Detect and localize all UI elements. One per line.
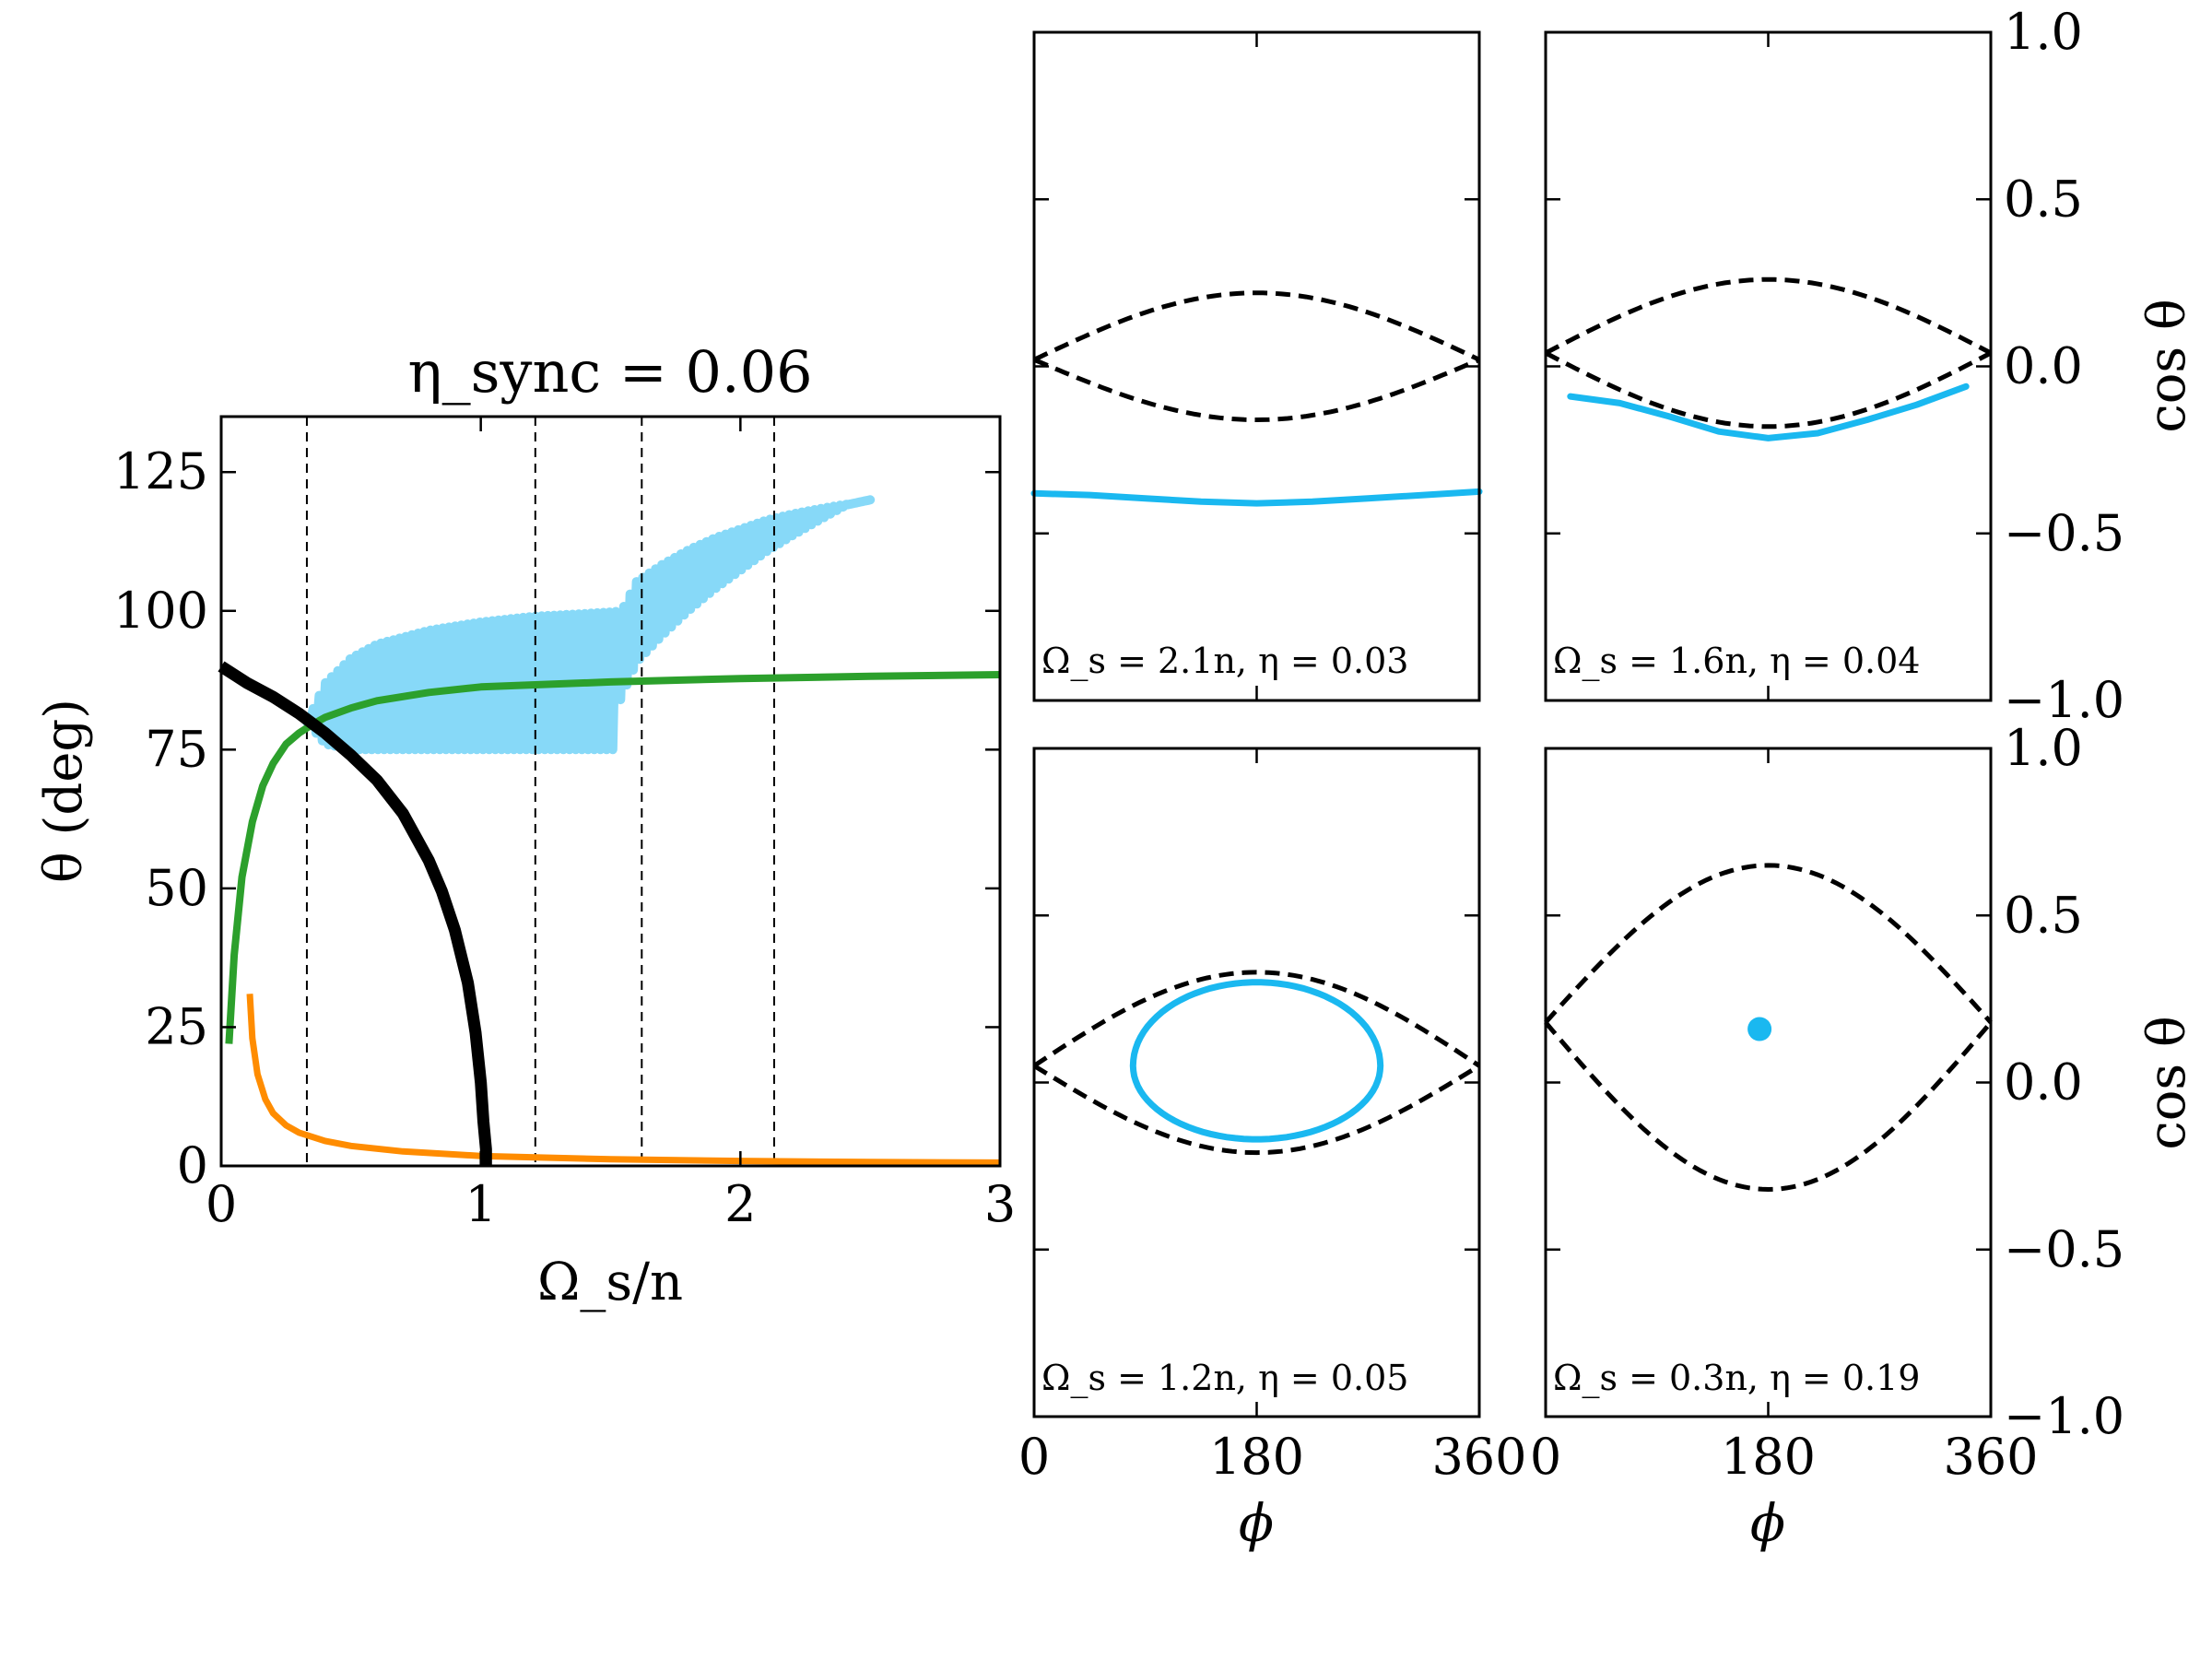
phase-ytick-label: −0.5: [2004, 504, 2124, 562]
main-xtick-label: 3: [984, 1175, 1016, 1233]
main-ytick-label: 25: [145, 997, 208, 1055]
main-ytick-label: 100: [113, 582, 208, 640]
trajectory-line: [1567, 382, 1970, 441]
main-xtick-label: 1: [465, 1175, 496, 1233]
separatrix-lower-line: [1033, 357, 1480, 423]
phase-ytick-label: 0.0: [2004, 1053, 2083, 1112]
phase-xtick-label: 180: [1209, 1428, 1304, 1486]
phase-ytick-label: 1.0: [2004, 3, 2083, 61]
main-ytick-label: 0: [177, 1136, 208, 1194]
main-xlabel: Ω_s/n: [537, 1253, 683, 1312]
phase-panel-4: 0 180 360−1.0 −0.5 0.0 0.5 1.0 Ω_s = 0.3n, η =…: [1530, 719, 2124, 1486]
phase-ytick-label: 0.0: [2004, 337, 2083, 395]
series-orange-line: [246, 994, 1001, 1166]
main-ytick-label: 50: [145, 859, 208, 917]
phase-ylabel-top: cos θ: [2137, 299, 2197, 432]
main-xtick-label: 0: [206, 1175, 237, 1233]
phase-xtick-label: 0: [1530, 1428, 1561, 1486]
trajectory-line: [1030, 488, 1483, 507]
phase-4-frame: [1544, 747, 1993, 1418]
trajectory-point: [1747, 1017, 1772, 1041]
phase-xtick-label: 360: [1943, 1428, 2038, 1486]
trajectory-loop: [1129, 979, 1384, 1143]
phase-2-annotation: Ω_s = 1.6n, η = 0.04: [1553, 641, 1920, 682]
phase-panel-2: −1.0 −0.5 0.0 0.5 1.0 Ω_s = 1.6n, η = 0.04: [1544, 3, 2124, 729]
phase-xlabel-right: ϕ: [1750, 1494, 1785, 1554]
phase-3-ticks: 0 180 360: [1018, 747, 1527, 1486]
main-plot-area: [218, 417, 1001, 1166]
main-frame: [219, 415, 1002, 1168]
phase-xtick-label: 0: [1018, 1428, 1050, 1486]
separatrix-lower-line: [1032, 1064, 1481, 1156]
phase-ytick-label: −0.5: [2004, 1220, 2124, 1278]
phase-4-ticks: 0 180 360−1.0 −0.5 0.0 0.5 1.0: [1530, 719, 2124, 1486]
main-ytick-label: 125: [113, 442, 208, 500]
main-title: η_sync = 0.06: [407, 338, 812, 406]
phase-ytick-label: 0.5: [2004, 170, 2083, 228]
phase-panel-1: Ω_s = 2.1n, η = 0.03: [1030, 30, 1483, 702]
phase-3-plot: [1032, 970, 1481, 1156]
phase-xlabel-left: ϕ: [1239, 1494, 1274, 1554]
separatrix-upper-line: [1032, 970, 1481, 1068]
separatrix-lower-line: [1544, 1020, 1993, 1193]
phase-4-annotation: Ω_s = 0.3n, η = 0.19: [1553, 1358, 1920, 1399]
phase-2-frame: [1544, 30, 1993, 702]
phase-4-plot: [1544, 863, 1993, 1193]
phase-ytick-label: 1.0: [2004, 719, 2083, 777]
separatrix-lower-line: [1544, 350, 1993, 429]
phase-ytick-label: −1.0: [2004, 671, 2124, 729]
phase-ytick-label: 0.5: [2004, 886, 2083, 944]
main-panel: η_sync = 0.06 0 1 2 3 0 25 50 75 100 125 Ω_s/n θ …: [34, 338, 1016, 1312]
phase-panel-3: 0 180 360 Ω_s = 1.2n, η = 0.05: [1018, 747, 1527, 1486]
separatrix-upper-line: [1032, 290, 1481, 362]
phase-3-annotation: Ω_s = 1.2n, η = 0.05: [1041, 1358, 1408, 1399]
phase-2-ticks: −1.0 −0.5 0.0 0.5 1.0: [1544, 3, 2124, 729]
phase-2-plot: [1544, 276, 1993, 441]
phase-3-frame: [1032, 747, 1481, 1418]
phase-1-ticks: [1032, 30, 1481, 702]
main-xtick-label: 2: [724, 1175, 756, 1233]
phase-ylabel-bottom: cos θ: [2137, 1016, 2197, 1149]
main-ticks: 0 1 2 3 0 25 50 75 100 125: [113, 417, 1016, 1233]
phase-xtick-label: 180: [1721, 1428, 1816, 1486]
main-ytick-label: 75: [145, 720, 208, 778]
series-black-line: [218, 661, 492, 1166]
phase-xtick-label: 360: [1431, 1428, 1526, 1486]
main-ylabel: θ (deg): [34, 699, 94, 883]
series-lightblue-line: [301, 495, 876, 755]
phase-ytick-label: −1.0: [2004, 1387, 2124, 1445]
separatrix-upper-line: [1544, 863, 1993, 1024]
separatrix-upper-line: [1544, 276, 1993, 356]
phase-1-annotation: Ω_s = 2.1n, η = 0.03: [1041, 641, 1408, 682]
phase-1-plot: [1030, 290, 1483, 507]
phase-1-frame: [1032, 30, 1481, 702]
